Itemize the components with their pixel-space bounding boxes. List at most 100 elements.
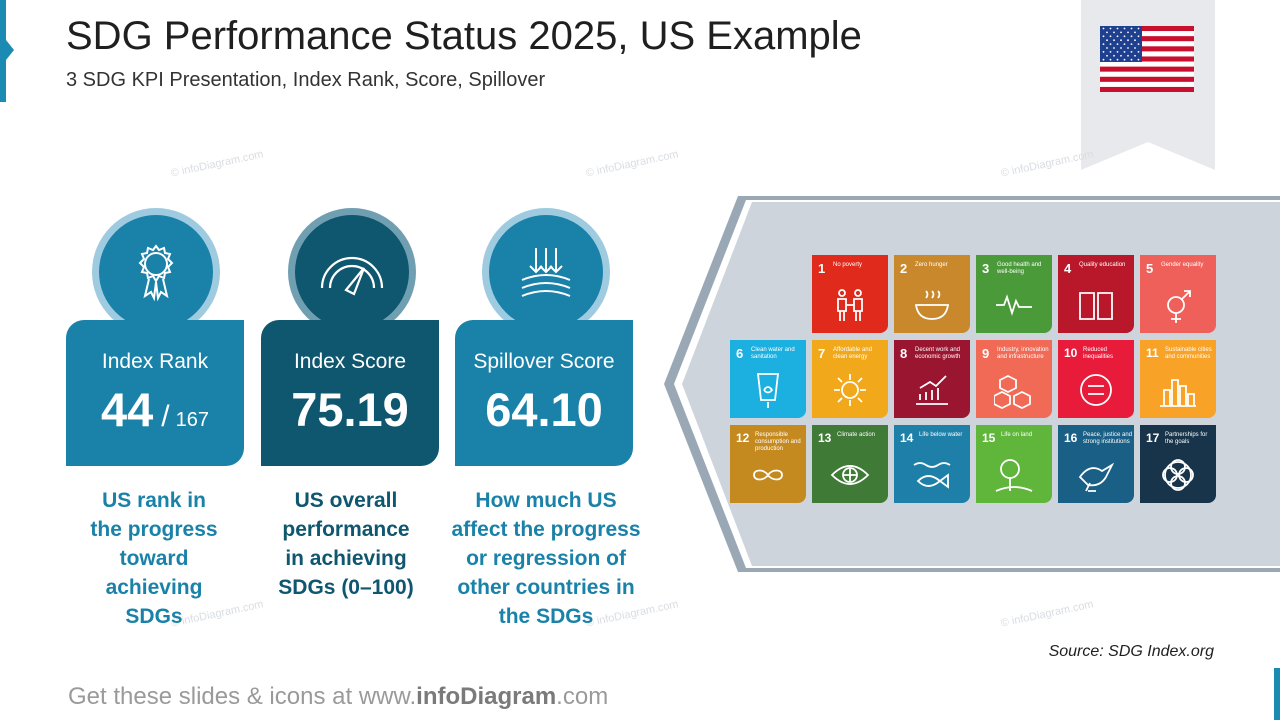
sdg-name: Climate action bbox=[837, 432, 876, 438]
eye-globe-icon bbox=[830, 465, 870, 485]
sdg-tile-4: 4 Quality education bbox=[1058, 255, 1134, 333]
sdg-name: Zero hunger bbox=[915, 262, 948, 268]
sdg-tile-9: 9 Industry, innovation and infrastructure bbox=[976, 340, 1052, 418]
city-icon bbox=[1160, 379, 1196, 407]
sdg-tile-5: 5 Gender equality bbox=[1140, 255, 1216, 333]
watermark: © infoDiagram.com bbox=[169, 148, 265, 180]
award-ribbon-icon bbox=[138, 244, 174, 302]
sdg-tile-13: 13 Climate action bbox=[812, 425, 888, 503]
index-score-description: US overall performance in achieving SDGs… bbox=[278, 489, 414, 599]
watermark: © infoDiagram.com bbox=[999, 598, 1095, 630]
sdg-number: 6 bbox=[736, 346, 744, 361]
spillover-score-description: How much US affect the progress or regre… bbox=[451, 489, 641, 628]
tree-icon bbox=[995, 459, 1033, 492]
sdg-name: Peace, justice and strong institutions bbox=[1083, 432, 1133, 445]
sdg-name: Gender equality bbox=[1161, 262, 1204, 268]
sdg-name: Sustainable cities and communities bbox=[1165, 347, 1212, 360]
footer-promo: Get these slides & icons at www.infoDiag… bbox=[68, 683, 609, 710]
gender-symbol-icon bbox=[1167, 290, 1191, 323]
sdg-number: 17 bbox=[1146, 431, 1160, 445]
sdg-name: Reduced inequalities bbox=[1083, 347, 1114, 360]
heartbeat-icon bbox=[996, 294, 1032, 316]
book-icon bbox=[1079, 292, 1113, 320]
us-flag-icon bbox=[1100, 26, 1194, 92]
sdg-name: Clean water and sanitation bbox=[751, 347, 795, 360]
watermark: © infoDiagram.com bbox=[584, 148, 680, 180]
speedometer-gauge-icon bbox=[320, 256, 384, 296]
sdg-name: Life below water bbox=[919, 432, 963, 438]
sdg-number: 2 bbox=[900, 261, 908, 276]
sdg-number: 3 bbox=[982, 261, 990, 276]
sdg-tile-16: 16 Peace, justice and strong institutions bbox=[1058, 425, 1134, 503]
sdg-number: 12 bbox=[736, 431, 750, 445]
spillover-score-value: 64.10 bbox=[485, 383, 603, 436]
rank-separator: / bbox=[161, 400, 170, 433]
index-rank-description: US rank in the progress toward achieving… bbox=[90, 489, 218, 628]
sdg-number: 14 bbox=[900, 431, 914, 445]
spillover-score-label: Spillover Score bbox=[473, 350, 615, 373]
sdg-tile-8: 8 Decent work and economic growth bbox=[894, 340, 970, 418]
index-score-card: Index Score 75.19 bbox=[261, 320, 439, 466]
footer-brand: infoDiagram bbox=[416, 683, 557, 710]
sdg-name: Affordable and clean energy bbox=[833, 347, 872, 360]
index-score-value: 75.19 bbox=[291, 383, 409, 436]
sdg-number: 15 bbox=[982, 431, 996, 445]
family-icon bbox=[837, 289, 863, 321]
index-rank-icon-circle bbox=[92, 208, 220, 336]
sdg-number: 13 bbox=[818, 431, 832, 445]
infinity-icon bbox=[753, 469, 783, 481]
fish-icon bbox=[913, 462, 951, 489]
sdg-tile-12: 12 Responsible consumption and production bbox=[730, 425, 806, 503]
right-accent-bar bbox=[1274, 668, 1280, 720]
sdg-name: Decent work and economic growth bbox=[915, 347, 961, 360]
water-glass-icon bbox=[756, 373, 780, 408]
index-rank-value: 44/167 bbox=[101, 383, 209, 436]
left-accent-notch bbox=[6, 40, 14, 60]
rings-icon bbox=[1162, 459, 1194, 491]
sdg-number: 11 bbox=[1146, 346, 1159, 360]
left-accent-bar bbox=[0, 0, 6, 102]
sdg-tile-10: 10 Reduced inequalities bbox=[1058, 340, 1134, 418]
sdg-number: 5 bbox=[1146, 261, 1154, 276]
spillover-score-icon-circle bbox=[482, 208, 610, 336]
sdg-number: 9 bbox=[982, 346, 990, 361]
sdg-name: No poverty bbox=[833, 262, 863, 268]
spillover-score-card: Spillover Score 64.10 bbox=[455, 320, 633, 466]
index-score-icon-circle bbox=[288, 208, 416, 336]
page-title: SDG Performance Status 2025, US Example bbox=[66, 14, 862, 58]
sdg-tile-15: 15 Life on land bbox=[976, 425, 1052, 503]
source-note: Source: SDG Index.org bbox=[1048, 643, 1214, 660]
rank-total: 167 bbox=[175, 409, 209, 431]
cubes-icon bbox=[994, 374, 1031, 410]
equals-circle-icon bbox=[1080, 374, 1112, 406]
downward-arrows-icon bbox=[521, 248, 571, 297]
index-score-label: Index Score bbox=[293, 350, 407, 373]
page-subtitle: 3 SDG KPI Presentation, Index Rank, Scor… bbox=[66, 69, 546, 91]
sdg-name: Quality education bbox=[1079, 262, 1126, 268]
sdg-number: 7 bbox=[818, 346, 826, 361]
sdg-name: Responsible consumption and production bbox=[755, 432, 801, 452]
sdg-tile-2: 2 Zero hunger bbox=[894, 255, 970, 333]
bowl-icon bbox=[914, 290, 950, 320]
sdg-tile-11: 11 Sustainable cities and communities bbox=[1140, 340, 1216, 418]
sdg-number: 1 bbox=[818, 261, 826, 276]
index-rank-label: Index Rank bbox=[101, 350, 209, 373]
sdg-tile-6: 6 Clean water and sanitation bbox=[730, 340, 806, 418]
sdg-tile-17: 17 Partnerships for the goals bbox=[1140, 425, 1216, 503]
sun-icon bbox=[834, 374, 866, 406]
sdg-number: 8 bbox=[900, 346, 908, 361]
sdg-tile-3: 3 Good health and well-being bbox=[976, 255, 1052, 333]
sdg-number: 10 bbox=[1064, 346, 1078, 360]
index-rank-card: Index Rank 44/167 bbox=[66, 320, 244, 466]
sdg-name: Industry, innovation and infrastructure bbox=[997, 347, 1049, 360]
sdg-number: 4 bbox=[1064, 261, 1072, 276]
sdg-tile-1: 1 No poverty bbox=[812, 255, 888, 333]
sdg-name: Partnerships for the goals bbox=[1165, 432, 1208, 445]
sdg-number: 16 bbox=[1064, 431, 1078, 445]
sdg-name: Life on land bbox=[1001, 432, 1033, 438]
sdg-name: Good health and well-being bbox=[997, 262, 1042, 275]
sdg-tile-7: 7 Affordable and clean energy bbox=[812, 340, 888, 418]
growth-chart-icon bbox=[916, 375, 948, 405]
dove-icon bbox=[1078, 462, 1115, 492]
sdg-tile-14: 14 Life below water bbox=[894, 425, 970, 503]
